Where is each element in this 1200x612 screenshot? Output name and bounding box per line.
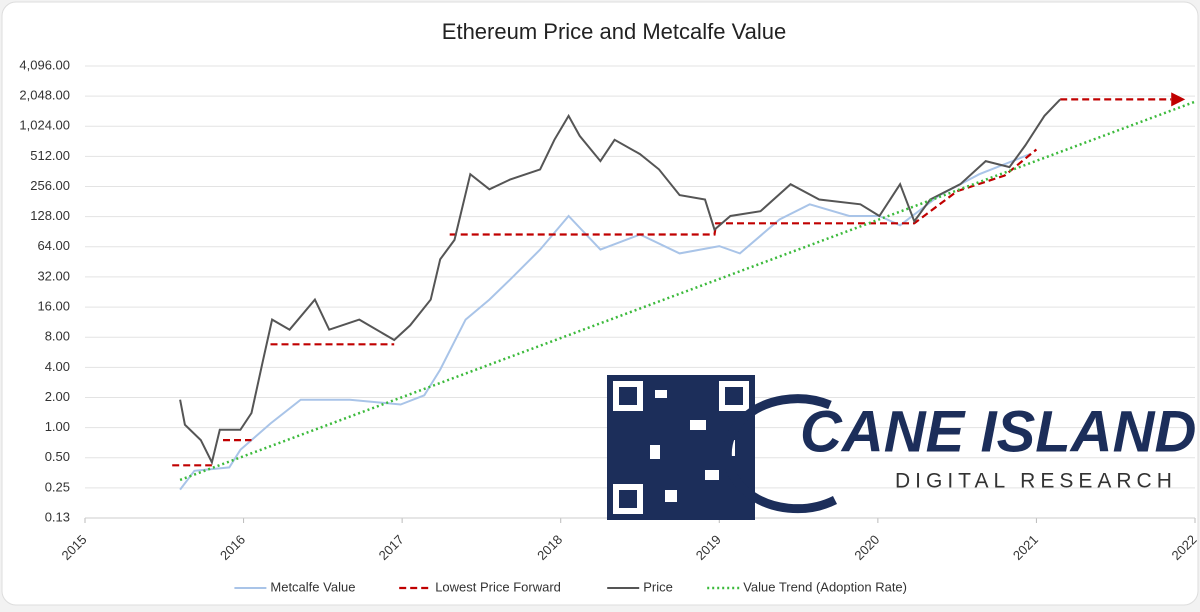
y-tick-label: 128.00 <box>30 208 70 223</box>
y-tick-label: 512.00 <box>30 148 70 163</box>
qr-module <box>705 470 719 480</box>
y-tick-label: 32.00 <box>37 268 70 283</box>
y-tick-label: 8.00 <box>45 329 70 344</box>
y-tick-label: 4.00 <box>45 359 70 374</box>
series-line <box>172 98 1172 467</box>
y-tick-label: 2.00 <box>45 389 70 404</box>
legend-label: Lowest Price Forward <box>435 579 561 594</box>
y-tick-label: 4,096.00 <box>19 57 70 72</box>
y-tick-label: 256.00 <box>30 178 70 193</box>
qr-module <box>655 390 667 398</box>
logo-subtext: DIGITAL RESEARCH <box>895 470 1177 493</box>
y-tick-label: 1,024.00 <box>19 118 70 133</box>
qr-finder <box>619 387 637 405</box>
legend-label: Value Trend (Adoption Rate) <box>743 579 907 594</box>
y-tick-label: 0.13 <box>45 509 70 524</box>
chart-title: Ethereum Price and Metcalfe Value <box>442 19 786 44</box>
qr-module <box>665 490 677 502</box>
y-tick-label: 0.50 <box>45 449 70 464</box>
series-line <box>179 153 1031 491</box>
y-tick-label: 0.25 <box>45 479 70 494</box>
qr-finder <box>725 387 743 405</box>
y-tick-label: 64.00 <box>37 238 70 253</box>
qr-finder <box>619 490 637 508</box>
y-tick-label: 2,048.00 <box>19 88 70 103</box>
series-line <box>179 100 1196 482</box>
qr-module <box>690 420 706 430</box>
series-line <box>179 98 1061 466</box>
legend: Metcalfe Value Lowest Price Forward Price V… <box>234 579 907 594</box>
qr-module <box>650 445 660 459</box>
logo-text: CANE ISLAND <box>800 399 1196 464</box>
legend-label: Price <box>643 579 673 594</box>
y-tick-label: 16.00 <box>37 299 70 314</box>
arrow-head <box>1171 92 1186 107</box>
logo: CANE ISLAND DIGITAL RESEARCH <box>607 375 1196 520</box>
y-tick-label: 1.00 <box>45 419 70 434</box>
logo-swoosh <box>722 394 838 514</box>
legend-label: Metcalfe Value <box>270 579 355 594</box>
